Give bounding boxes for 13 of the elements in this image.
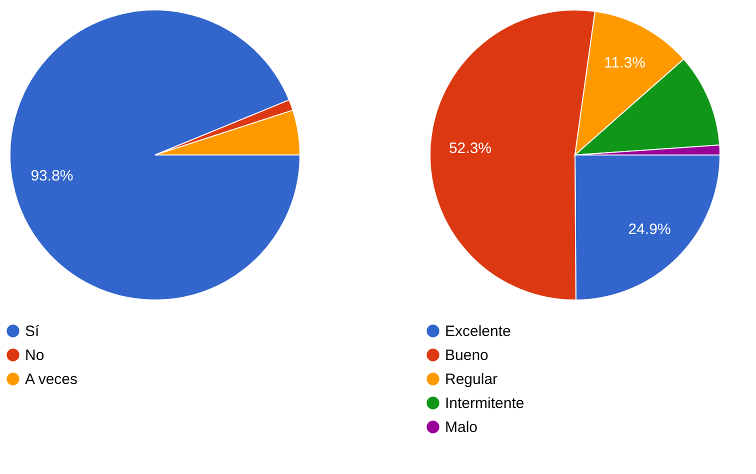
legend-label: Bueno: [445, 347, 488, 364]
legend-label: Intermitente: [445, 395, 524, 412]
legend-label: No: [25, 347, 44, 364]
legend-label: A veces: [25, 371, 78, 388]
legend-label: Regular: [445, 371, 498, 388]
legend-label: Malo: [445, 419, 478, 436]
pie-slice: [10, 10, 300, 300]
data-label: 24.9%: [628, 221, 671, 238]
data-label: 11.3%: [604, 54, 646, 72]
data-label: 52.3%: [448, 140, 492, 158]
data-label: 93.8%: [30, 167, 74, 184]
legend-label: Excelente: [445, 323, 511, 340]
legend-label: Sí: [25, 323, 40, 340]
